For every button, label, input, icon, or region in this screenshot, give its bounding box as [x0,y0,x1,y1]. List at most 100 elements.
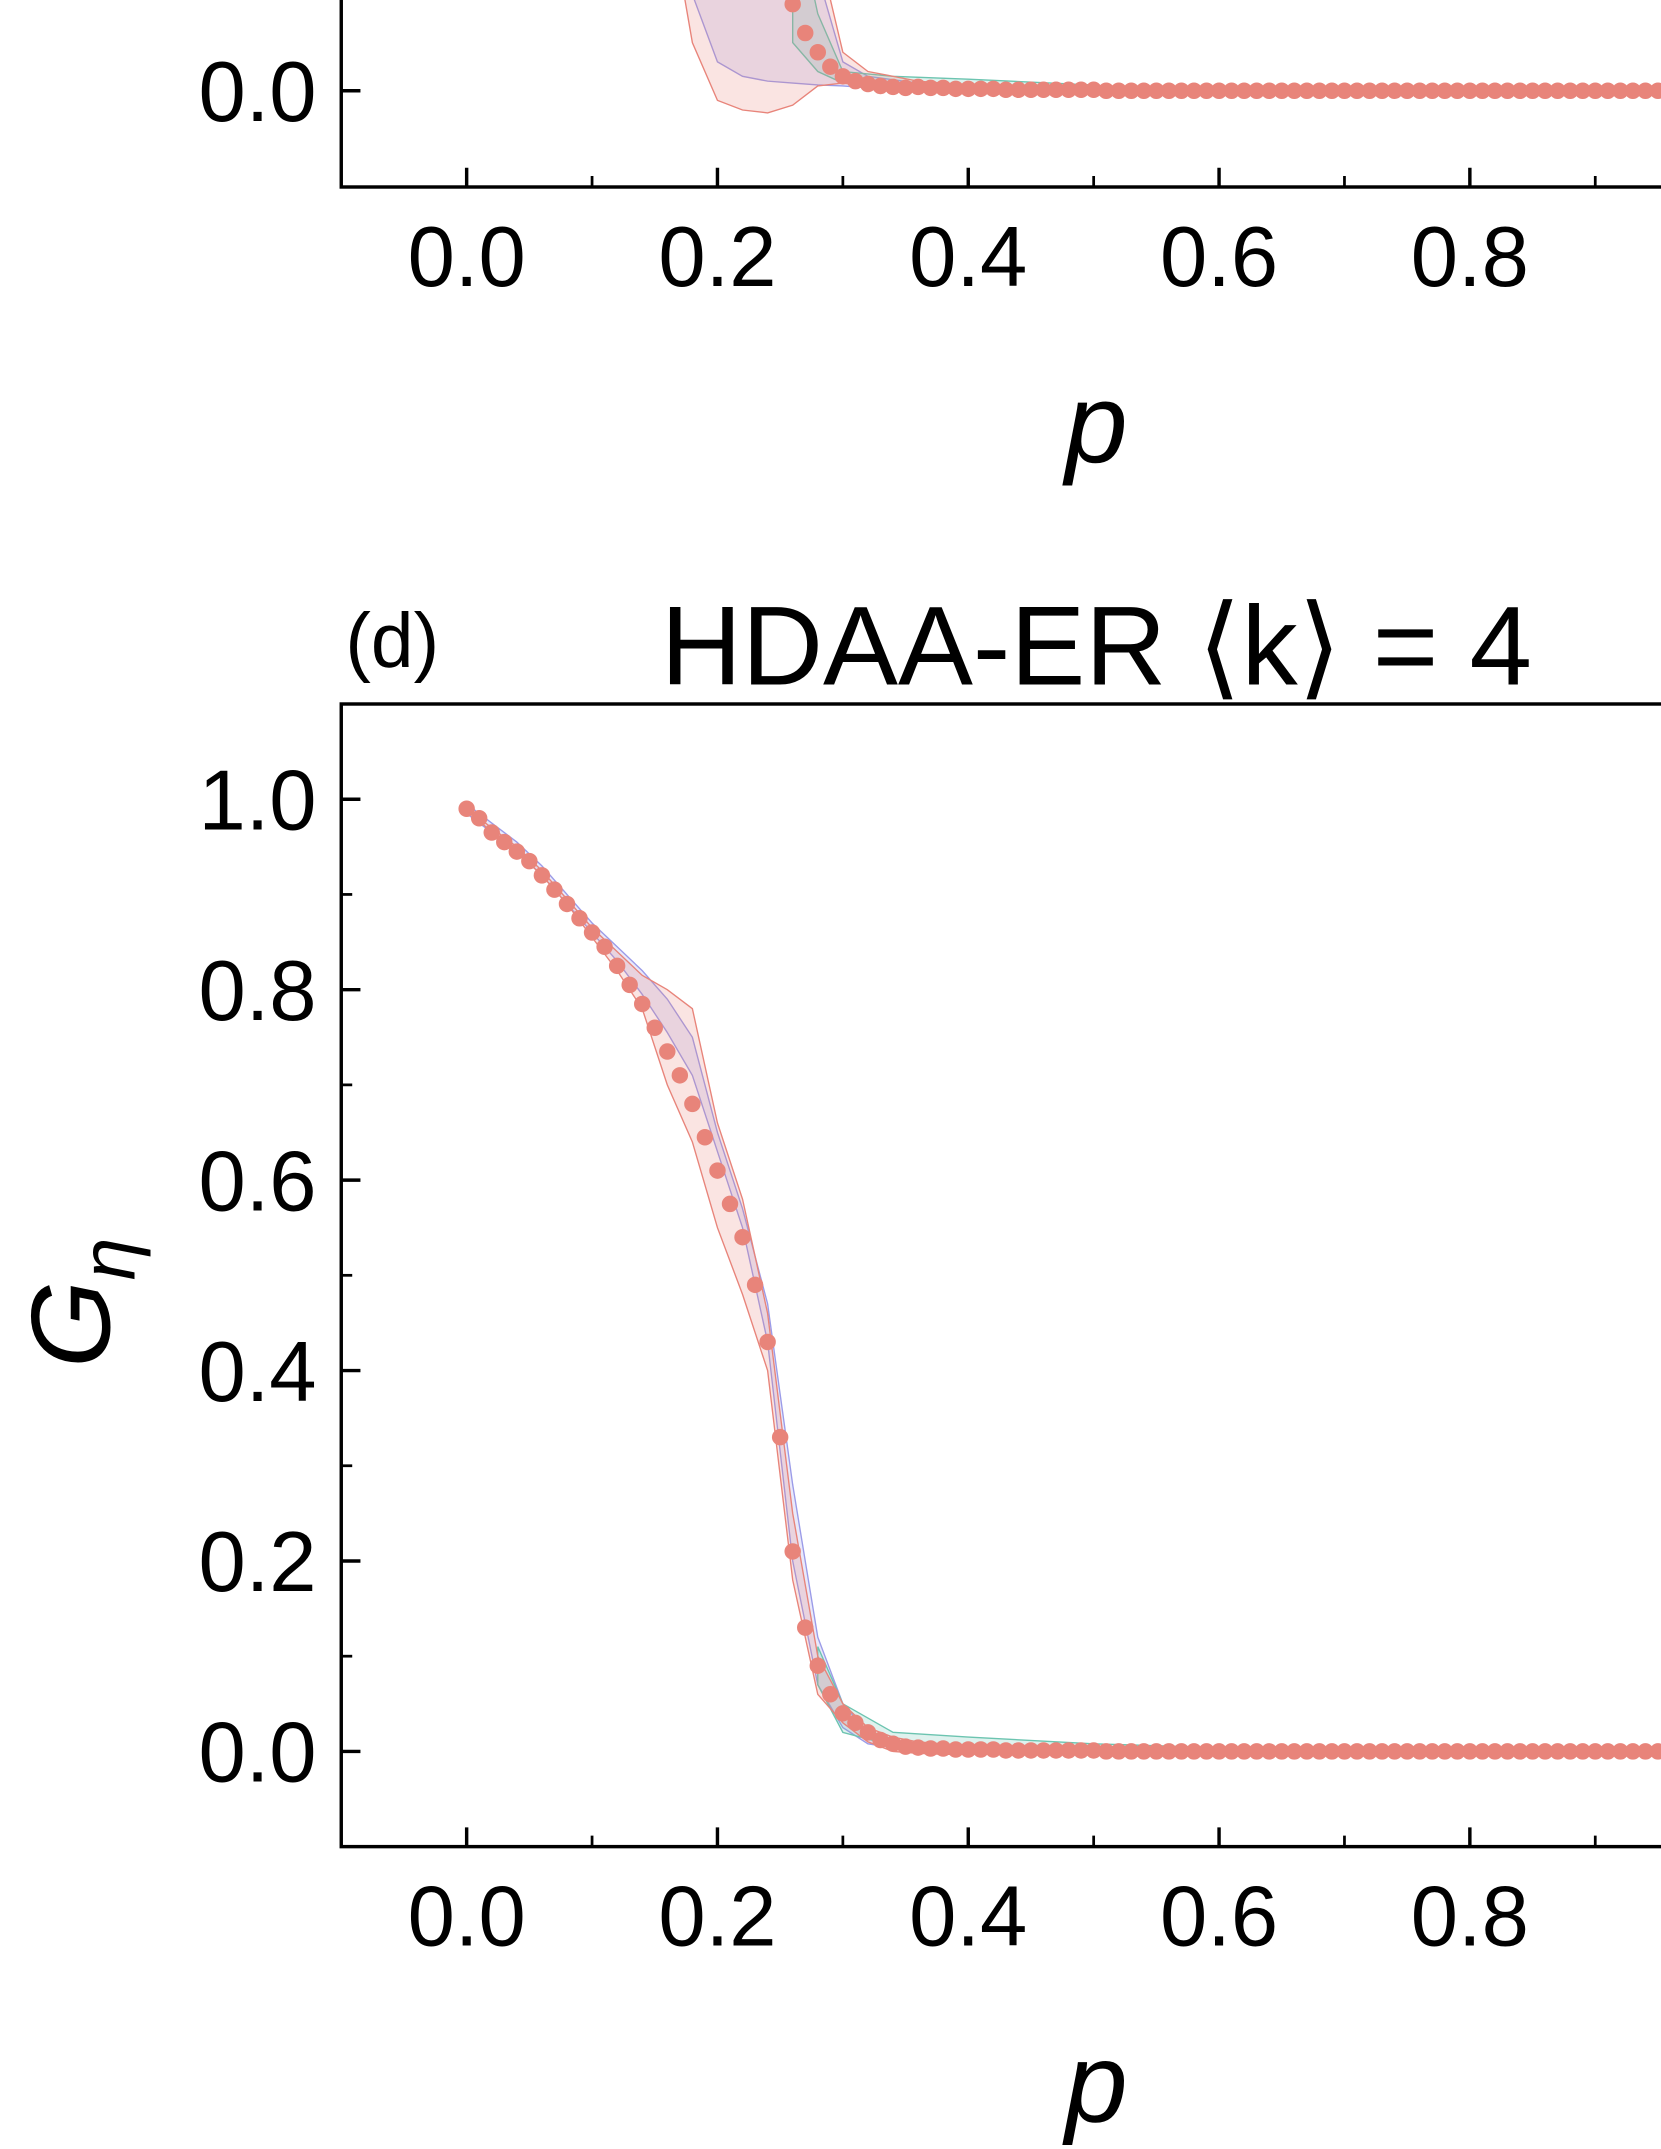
data-point [1398,82,1416,99]
data-point [1260,1743,1278,1760]
data-point [985,80,1002,98]
data-point [1298,1743,1316,1760]
data-point [1549,1743,1566,1760]
data-point [1599,1743,1617,1760]
data-point [1185,82,1203,99]
data-point [934,79,952,97]
data-point [596,938,613,956]
data-point [1536,1743,1554,1760]
x-tick-label: 0.4 [909,1870,1027,1965]
data-point [521,852,538,870]
data-point [1373,1743,1391,1760]
data-point [834,68,852,85]
data-point [1135,1743,1153,1760]
data-point [1273,1743,1290,1760]
x-tick-label: 0.8 [1411,1870,1529,1965]
error-band [465,802,969,1751]
data-point [709,1162,726,1179]
data-point [1424,1743,1441,1760]
data-point [1173,82,1190,99]
data-point [646,1019,663,1036]
data-point [1072,1742,1090,1759]
data-point [897,1738,914,1755]
data-point [872,1731,889,1749]
panel-label: (d) [345,598,439,684]
y-tick-label: 0.2 [198,1515,316,1610]
data-point [1361,1743,1378,1760]
data-point [872,77,889,95]
chart-title: HDAA-ER ⟨k⟩ = 4 [661,583,1532,709]
x-tick-label: 0.2 [658,210,776,305]
data-point [1235,82,1253,99]
data-point [1085,1742,1102,1759]
data-point [1449,82,1466,99]
data-point [1649,1743,1661,1760]
data-point [659,1043,676,1060]
y-axis-label-sub: η [65,1238,151,1281]
data-point [1160,1743,1178,1760]
data-point [1524,1743,1541,1760]
data-point [508,843,526,860]
data-point [1587,82,1604,99]
data-point [1148,1743,1165,1760]
data-point [1235,1743,1253,1760]
data-point [1135,82,1153,99]
data-point [960,1741,977,1758]
data-point [1624,82,1642,99]
data-point [1386,82,1403,99]
x-tick-label: 0.4 [909,210,1027,305]
data-point [546,881,563,898]
data-point [1123,1743,1140,1760]
data-point [470,810,488,827]
data-point [583,924,601,941]
error-band [466,808,969,1755]
data-point [1474,1743,1491,1760]
data-point [1561,1743,1579,1760]
data-point [909,78,927,96]
data-point [721,1195,739,1213]
data-point [1511,1743,1529,1760]
data-point [972,80,990,98]
x-tick-label: 0.8 [1411,210,1529,305]
data-point [1210,82,1228,99]
y-axis-label: Gη [8,1238,151,1368]
x-tick-label: 0.0 [408,210,526,305]
data-point [1637,82,1654,99]
data-point [496,833,513,851]
x-tick-label: 0.0 [408,1870,526,1965]
data-point [558,895,576,913]
data-point [1499,82,1516,99]
data-point [884,78,902,96]
data-point [1499,1743,1516,1760]
data-point [1060,1742,1077,1759]
data-point [985,1741,1002,1758]
data-point [1536,82,1554,99]
data-point [1286,82,1303,99]
data-point [884,1735,902,1753]
data-point [972,1741,990,1758]
data-point [1411,1743,1428,1760]
data-point [1323,1743,1341,1760]
data-point [1612,82,1629,99]
data-point [809,44,827,61]
x-tick-label: 0.6 [1160,210,1278,305]
data-point [696,1128,714,1146]
data-point [1336,1743,1353,1760]
data-point [746,1276,764,1294]
data-point [1574,82,1591,99]
data-point [1198,1743,1215,1760]
data-point [1160,82,1178,99]
data-point [1060,81,1077,99]
data-point [1599,82,1617,99]
x-axis-label: p [1062,2019,1127,2145]
data-point [1185,1743,1203,1760]
y-tick-label: 0.0 [198,45,316,140]
data-point [1311,1743,1328,1760]
data-point [1361,82,1378,99]
data-point [1286,1743,1303,1760]
data-point [533,867,551,884]
data-point [922,79,939,97]
y-axis-label-main: G [8,1280,134,1368]
data-point [608,957,626,975]
data-point [909,1739,927,1756]
